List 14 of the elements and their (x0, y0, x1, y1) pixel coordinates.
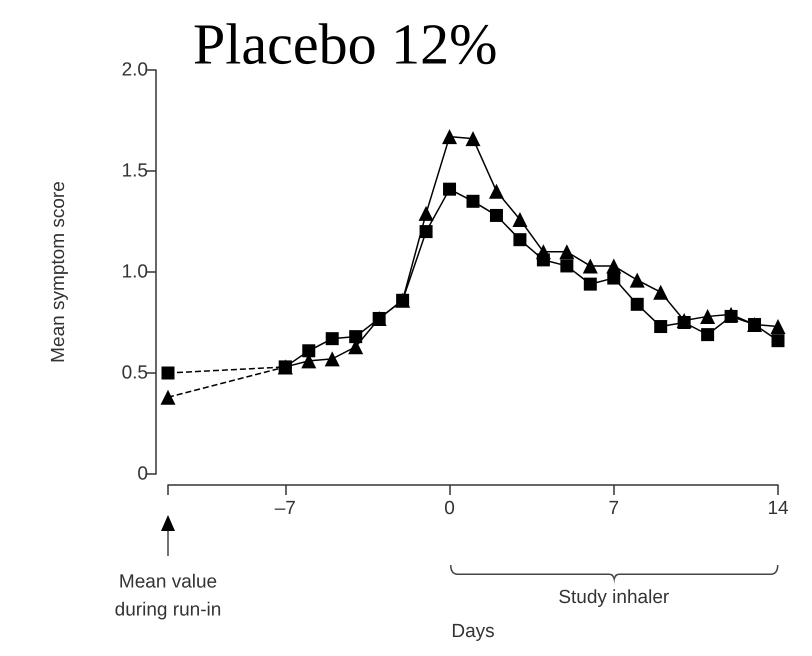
chart-title: Placebo 12% (193, 12, 498, 76)
y-tick-label: 0 (137, 464, 148, 484)
x-tick-label: 0 (444, 498, 455, 519)
y-tick-label: 0.5 (122, 362, 148, 384)
y-axis-title: Mean symptom score (48, 181, 69, 363)
y-tick-label: 1.5 (122, 160, 148, 182)
text: Days (451, 621, 495, 642)
x-tick-label: –7 (274, 498, 296, 519)
y-tick-label: 2.0 (122, 60, 148, 80)
y-tick-label: 1.0 (122, 262, 148, 282)
x-tick-label: 14 (767, 498, 789, 519)
text: Study inhaler (558, 587, 670, 608)
x-tick-label: 7 (608, 498, 620, 519)
text: Mean value during run-in (114, 572, 222, 620)
